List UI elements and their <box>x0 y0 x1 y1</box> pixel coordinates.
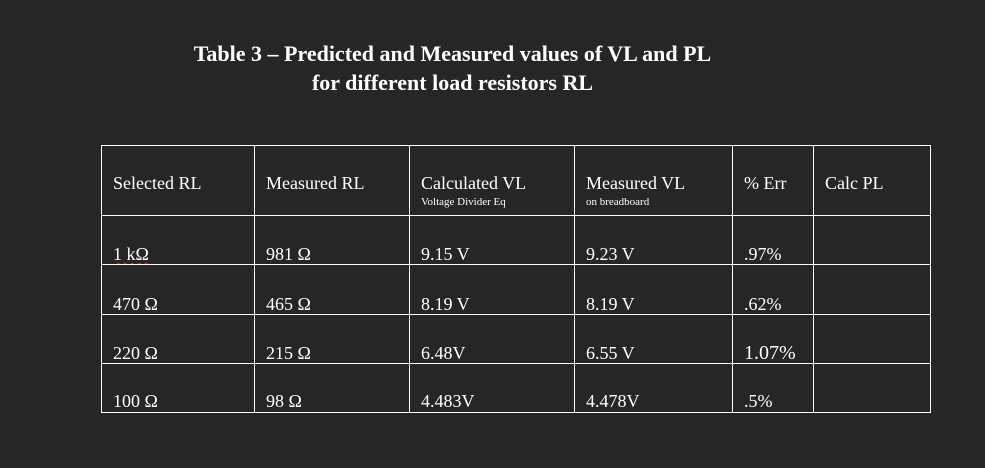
cell-calculated-vl: 9.15 V <box>409 215 575 265</box>
cell-selected-rl: 1 kΩ <box>101 215 255 265</box>
cell-measured-rl: 215 Ω <box>254 314 410 364</box>
header-selected-rl: Selected RL <box>101 145 255 216</box>
cell-calc-pl <box>813 363 931 413</box>
table-row: 100 Ω 98 Ω 4.483V 4.478V .5% <box>101 363 931 413</box>
header-percent-err: % Err <box>732 145 814 216</box>
cell-calculated-vl: 6.48V <box>409 314 575 364</box>
cell-selected-rl: 470 Ω <box>101 264 255 315</box>
header-label: Calc PL <box>825 173 884 193</box>
header-calculated-vl: Calculated VL Voltage Divider Eq <box>409 145 575 216</box>
cell-percent-err: .5% <box>732 363 814 413</box>
header-label: Measured VL <box>586 173 686 193</box>
cell-selected-rl: 100 Ω <box>101 363 255 413</box>
caption-line-1: Table 3 – Predicted and Measured values … <box>193 41 712 66</box>
cell-value: 1 kΩ <box>113 244 149 264</box>
table-row: 220 Ω 215 Ω 6.48V 6.55 V 1.07% <box>101 314 931 364</box>
header-sublabel: Voltage Divider Eq <box>421 196 506 208</box>
header-measured-vl: Measured VL on breadboard <box>574 145 733 216</box>
header-label: Calculated VL <box>421 173 527 193</box>
header-sublabel: on breadboard <box>586 196 650 208</box>
caption-line-2: for different load resistors RL <box>311 70 594 95</box>
cell-calc-pl <box>813 215 931 265</box>
header-calc-pl: Calc PL <box>813 145 931 216</box>
cell-calculated-vl: 8.19 V <box>409 264 575 315</box>
cell-selected-rl: 220 Ω <box>101 314 255 364</box>
header-label: Selected RL <box>113 173 202 193</box>
cell-measured-vl: 8.19 V <box>574 264 733 315</box>
header-measured-rl: Measured RL <box>254 145 410 216</box>
table-row: 470 Ω 465 Ω 8.19 V 8.19 V .62% <box>101 264 931 315</box>
header-label: Measured RL <box>266 173 365 193</box>
cell-percent-err: .97% <box>732 215 814 265</box>
table-row: 1 kΩ 981 Ω 9.15 V 9.23 V .97% <box>101 215 931 265</box>
cell-measured-vl: 4.478V <box>574 363 733 413</box>
cell-percent-err: 1.07% <box>732 314 814 364</box>
cell-measured-rl: 98 Ω <box>254 363 410 413</box>
cell-measured-rl: 981 Ω <box>254 215 410 265</box>
cell-calc-pl <box>813 264 931 315</box>
cell-measured-vl: 6.55 V <box>574 314 733 364</box>
cell-measured-rl: 465 Ω <box>254 264 410 315</box>
table-caption: Table 3 – Predicted and Measured values … <box>0 39 905 97</box>
cell-percent-err: .62% <box>732 264 814 315</box>
results-table: Selected RL Measured RL Calculated VL Vo… <box>101 145 931 413</box>
header-row: Selected RL Measured RL Calculated VL Vo… <box>101 145 931 216</box>
header-label: % Err <box>744 173 787 193</box>
cell-calculated-vl: 4.483V <box>409 363 575 413</box>
cell-calc-pl <box>813 314 931 364</box>
cell-measured-vl: 9.23 V <box>574 215 733 265</box>
